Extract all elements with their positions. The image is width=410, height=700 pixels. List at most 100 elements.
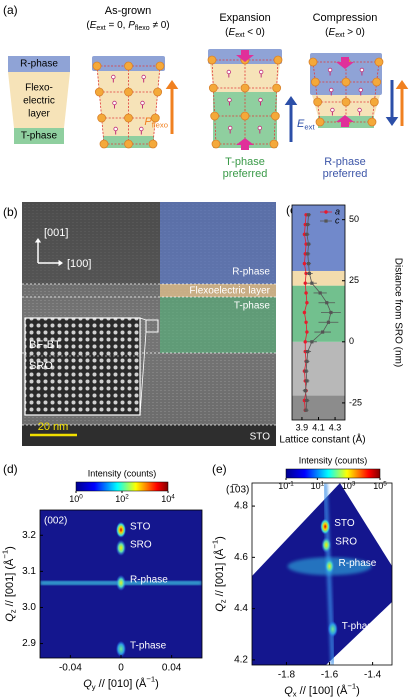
data-point	[325, 301, 329, 305]
text-part: E	[229, 27, 236, 38]
text-part: flexo	[152, 120, 168, 129]
map-label: (002)	[44, 516, 67, 527]
phase-band	[292, 341, 345, 396]
x-tick-label: 0.04	[162, 663, 182, 674]
phase-band	[292, 270, 345, 286]
atom	[367, 117, 377, 127]
dipole-ion	[327, 67, 333, 73]
x-axis-label: Qy // [010] (Å−1)	[83, 675, 159, 692]
text-part: E	[329, 27, 336, 38]
x-tick-label: 4.1	[312, 422, 325, 432]
text-part: )	[356, 685, 360, 697]
zoom-box	[145, 319, 159, 333]
dipole-ion	[257, 125, 263, 131]
dipole-ion	[227, 125, 233, 131]
y-tick-label: -25	[349, 397, 362, 407]
label: T-phase	[225, 156, 265, 168]
colorbar-tick-label: 103	[342, 480, 356, 491]
data-point	[329, 310, 333, 315]
peak-label: STO	[130, 521, 151, 532]
data-point	[305, 330, 309, 334]
peak	[116, 640, 126, 657]
y-tick-label: 3.1	[22, 566, 36, 577]
dipole-ion	[258, 69, 264, 75]
flexo-layer	[8, 72, 70, 128]
label: (Eext = 0, Pflexo ≠ 0)	[86, 20, 169, 32]
data-point	[306, 213, 311, 217]
y-axis-label: Qz // [001] (Å−1)	[1, 546, 18, 622]
map-label: (1̅03)	[226, 484, 249, 496]
text-part: flexo	[135, 25, 150, 32]
colorbar-title: Intensity (counts)	[88, 468, 157, 478]
data-point	[304, 369, 308, 373]
atom	[315, 117, 325, 127]
colorbar-tick-label: 101	[311, 480, 325, 491]
atom	[372, 77, 382, 87]
label: (Eext > 0)	[325, 27, 365, 39]
text-part: 3	[352, 480, 356, 487]
arrow-head	[58, 259, 63, 267]
y-axis-label: Qz // [001] (Å−1)	[211, 536, 228, 612]
peak-label: SRO	[130, 540, 152, 551]
label: R-phase	[20, 59, 58, 70]
data-point	[310, 340, 314, 344]
atom	[310, 77, 320, 87]
dipole-ion	[113, 126, 118, 132]
atom	[94, 87, 104, 97]
text-part: // [001] (Å	[3, 558, 16, 609]
label: STO	[250, 432, 271, 443]
atom	[124, 61, 133, 71]
atom	[270, 111, 280, 121]
dipole-ion	[112, 100, 117, 106]
y-tick-label: 4.8	[234, 501, 248, 512]
sto-region	[22, 425, 276, 446]
plot-frame	[251, 482, 393, 666]
atom	[207, 55, 217, 65]
peak-label: R-phase	[130, 575, 168, 586]
atom	[308, 57, 318, 67]
y-tick-label: 25	[349, 275, 359, 285]
atom	[269, 139, 279, 149]
text-part: ext	[235, 32, 244, 39]
atom	[99, 139, 109, 149]
text-part: Q	[214, 603, 226, 612]
peak-label: STO	[334, 518, 355, 529]
y-tick-label: 4.4	[234, 603, 248, 614]
heatmap	[252, 483, 392, 665]
atom	[124, 113, 133, 123]
text-part: 2	[125, 493, 129, 500]
label: 20 nm	[38, 421, 69, 433]
data-point	[318, 291, 322, 295]
arrow-head	[395, 80, 409, 89]
label: preferred	[223, 168, 268, 180]
label: electric	[23, 96, 55, 107]
data-point	[305, 232, 309, 236]
y-axis-label: Distance from SRO (nm)	[392, 258, 403, 367]
colorbar-tick-label: 10-1	[278, 480, 294, 491]
arrow-head	[165, 80, 179, 89]
text-part: 10	[311, 481, 321, 491]
peak-label: T-phase	[130, 641, 167, 652]
atom	[273, 55, 283, 65]
text-part: −1	[146, 675, 155, 684]
text-part: 10	[342, 481, 352, 491]
data-point	[305, 379, 309, 383]
strain-arrow	[336, 57, 354, 69]
text-part: 10	[115, 494, 125, 504]
arrow-head	[284, 96, 298, 105]
text-part: 10	[373, 481, 383, 491]
text-part: Q	[284, 685, 293, 697]
text-part: y	[92, 682, 96, 691]
text-part: 0	[79, 493, 83, 500]
colorbar-tick-label: 102	[115, 493, 129, 504]
x-tick-label: -1.4	[364, 670, 382, 681]
text-part: // [001] (Å	[213, 548, 226, 599]
text-part: )	[4, 546, 16, 550]
colorbar-tick-label: 100	[69, 493, 83, 504]
atom	[150, 113, 160, 123]
atom	[92, 61, 102, 71]
peak	[116, 539, 126, 556]
label: Flexoelectric layer	[189, 286, 270, 297]
colorbar	[285, 468, 381, 479]
